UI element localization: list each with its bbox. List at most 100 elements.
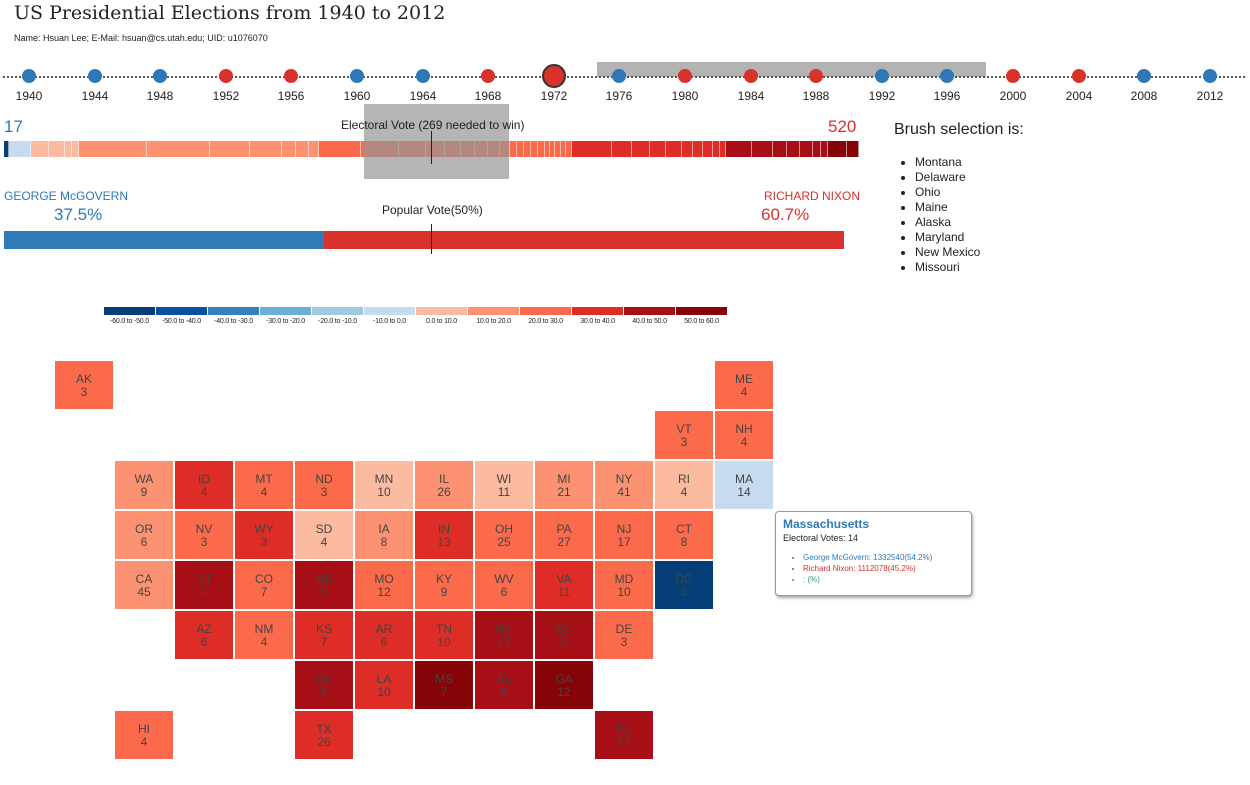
ev-segment-ny[interactable]: [147, 141, 210, 157]
year-dot-1992[interactable]: [875, 69, 889, 83]
year-brush-selection[interactable]: [597, 62, 986, 77]
state-tile-ia[interactable]: IA 8: [355, 511, 413, 559]
state-tile-ks[interactable]: KS 7: [295, 611, 353, 659]
ev-segment-mt[interactable]: [523, 141, 531, 157]
state-tile-ct[interactable]: CT 8: [655, 511, 713, 559]
state-tile-co[interactable]: CO 7: [235, 561, 293, 609]
state-tile-nh[interactable]: NH 4: [715, 411, 773, 459]
state-tile-nd[interactable]: ND 3: [295, 461, 353, 509]
year-dot-2004[interactable]: [1072, 69, 1086, 83]
state-tile-sc[interactable]: SC 8: [535, 611, 593, 659]
ev-segment-hi[interactable]: [537, 141, 545, 157]
ev-segment-in[interactable]: [611, 141, 633, 157]
year-dot-1980[interactable]: [678, 69, 692, 83]
ev-segment-nm[interactable]: [530, 141, 538, 157]
year-dot-1944[interactable]: [88, 69, 102, 83]
state-tile-or[interactable]: OR 6: [115, 511, 173, 559]
year-dot-1972[interactable]: [542, 64, 566, 88]
state-tile-fl[interactable]: FL 17: [595, 711, 653, 759]
year-dot-1940[interactable]: [22, 69, 36, 83]
ev-segment-ms[interactable]: [847, 141, 859, 157]
state-tile-va[interactable]: VA 11: [535, 561, 593, 609]
state-tile-nv[interactable]: NV 3: [175, 511, 233, 559]
state-tile-hi[interactable]: HI 4: [115, 711, 173, 759]
state-tile-tn[interactable]: TN 10: [415, 611, 473, 659]
year-dot-1948[interactable]: [153, 69, 167, 83]
year-dot-1988[interactable]: [809, 69, 823, 83]
state-tile-vt[interactable]: VT 3: [655, 411, 713, 459]
state-tile-mo[interactable]: MO 12: [355, 561, 413, 609]
year-dot-1964[interactable]: [416, 69, 430, 83]
year-dot-1968[interactable]: [481, 69, 495, 83]
state-tile-ak[interactable]: AK 3: [55, 361, 113, 409]
ev-segment-fl[interactable]: [725, 141, 753, 157]
electoral-brush-selection[interactable]: [364, 104, 509, 179]
state-tile-ky[interactable]: KY 9: [415, 561, 473, 609]
state-tile-pa[interactable]: PA 27: [535, 511, 593, 559]
state-tile-il[interactable]: IL 26: [415, 461, 473, 509]
ev-segment-tx[interactable]: [571, 141, 612, 157]
state-tile-wv[interactable]: WV 6: [475, 561, 533, 609]
state-tile-az[interactable]: AZ 6: [175, 611, 233, 659]
state-tile-nc[interactable]: NC 13: [475, 611, 533, 659]
state-tile-de[interactable]: DE 3: [595, 611, 653, 659]
ev-segment-wy[interactable]: [720, 141, 726, 157]
state-tile-ri[interactable]: RI 4: [655, 461, 713, 509]
ev-segment-tn[interactable]: [649, 141, 666, 157]
state-tile-la[interactable]: LA 10: [355, 661, 413, 709]
ev-segment-ok[interactable]: [800, 141, 813, 157]
state-tile-wy[interactable]: WY 3: [235, 511, 293, 559]
state-tile-wa[interactable]: WA 9: [115, 461, 173, 509]
state-tile-me[interactable]: ME 4: [715, 361, 773, 409]
ev-segment-nv[interactable]: [560, 141, 567, 157]
state-tile-ga[interactable]: GA 12: [535, 661, 593, 709]
state-tile-nj[interactable]: NJ 17: [595, 511, 653, 559]
state-tile-wi[interactable]: WI 11: [475, 461, 533, 509]
ev-segment-ar[interactable]: [703, 141, 714, 157]
year-dot-1996[interactable]: [940, 69, 954, 83]
ev-segment-nh[interactable]: [516, 141, 524, 157]
year-dot-1976[interactable]: [612, 69, 626, 83]
ev-segment-dc[interactable]: [4, 141, 10, 157]
ev-segment-ut[interactable]: [821, 141, 829, 157]
ev-segment-la[interactable]: [665, 141, 682, 157]
state-tile-ca[interactable]: CA 45: [115, 561, 173, 609]
ev-segment-sd[interactable]: [71, 141, 79, 157]
state-tile-ny[interactable]: NY 41: [595, 461, 653, 509]
state-tile-al[interactable]: AL 9: [475, 661, 533, 709]
state-tile-tx[interactable]: TX 26: [295, 711, 353, 759]
state-tile-dc[interactable]: DC 3: [655, 561, 713, 609]
state-tile-ms[interactable]: MS 7: [415, 661, 473, 709]
ev-segment-ma[interactable]: [9, 141, 32, 157]
ev-segment-or[interactable]: [309, 141, 320, 157]
state-tile-oh[interactable]: OH 25: [475, 511, 533, 559]
state-tile-in[interactable]: IN 13: [415, 511, 473, 559]
state-tile-mt[interactable]: MT 4: [235, 461, 293, 509]
ev-segment-id[interactable]: [713, 141, 721, 157]
state-tile-ok[interactable]: OK 8: [295, 661, 353, 709]
state-tile-ar[interactable]: AR 6: [355, 611, 413, 659]
ev-segment-ga[interactable]: [828, 141, 848, 157]
ev-segment-nc[interactable]: [752, 141, 773, 157]
ev-segment-mn[interactable]: [48, 141, 65, 157]
ev-segment-sc[interactable]: [787, 141, 801, 157]
state-tile-ne[interactable]: NE 5: [295, 561, 353, 609]
ev-segment-wi[interactable]: [31, 141, 49, 157]
ev-segment-az[interactable]: [693, 141, 704, 157]
state-tile-mi[interactable]: MI 21: [535, 461, 593, 509]
year-dot-2008[interactable]: [1137, 69, 1151, 83]
ev-segment-va[interactable]: [632, 141, 650, 157]
ev-segment-me[interactable]: [509, 141, 517, 157]
ev-segment-al[interactable]: [772, 141, 788, 157]
year-dot-2000[interactable]: [1006, 69, 1020, 83]
ev-segment-ks[interactable]: [681, 141, 694, 157]
state-tile-ma[interactable]: MA 14: [715, 461, 773, 509]
ev-segment-de[interactable]: [566, 141, 572, 157]
state-tile-md[interactable]: MD 10: [595, 561, 653, 609]
state-tile-ut[interactable]: UT 4: [175, 561, 233, 609]
state-tile-mn[interactable]: MN 10: [355, 461, 413, 509]
year-dot-1952[interactable]: [219, 69, 233, 83]
state-tile-sd[interactable]: SD 4: [295, 511, 353, 559]
ev-segment-mi[interactable]: [249, 141, 282, 157]
year-dot-2012[interactable]: [1203, 69, 1217, 83]
